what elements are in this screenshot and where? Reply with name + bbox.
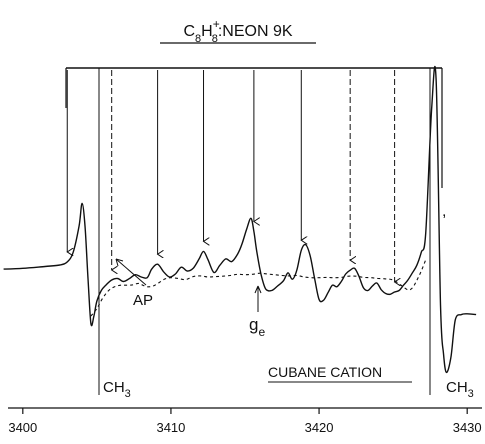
cubane-cation-label: CUBANE CATION <box>268 364 382 380</box>
plot-area <box>3 65 477 374</box>
chart-title: C8H+ 8:NEON 9K <box>183 17 292 45</box>
peak-arrows <box>67 70 394 282</box>
stray-apostrophe: , <box>442 203 446 220</box>
ap-label: AP <box>133 292 153 309</box>
x-tick-label: 3430 <box>453 420 482 435</box>
ch3-left-label: CH3 <box>103 379 131 400</box>
x-tick-label: 3410 <box>156 420 185 435</box>
ap-arrow-head <box>115 258 124 267</box>
x-tick-label: 3400 <box>8 420 37 435</box>
ap-arrow <box>115 258 147 286</box>
x-tick-label: 3420 <box>305 420 334 435</box>
spectrum-dashed-trace <box>90 259 427 317</box>
ch3-right-label: CH3 <box>446 379 474 400</box>
ge-label: ge <box>249 315 265 339</box>
ge-arrow-head <box>254 285 262 294</box>
spectrum-solid-trace <box>3 65 477 374</box>
x-axis-ticks: 3400 3410 3420 3430 <box>8 408 482 435</box>
